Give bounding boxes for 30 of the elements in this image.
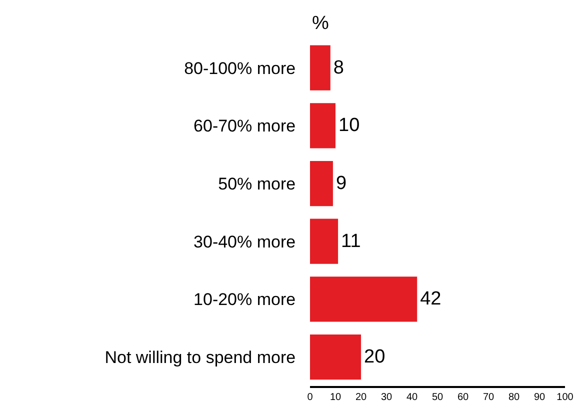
bar	[310, 103, 336, 148]
x-tick-label: 70	[482, 392, 494, 403]
y-tick-label: 10-20% more	[194, 290, 296, 310]
y-tick-label: 50% more	[218, 174, 296, 194]
x-tick-label: 0	[307, 392, 314, 403]
data-label: 8	[333, 57, 344, 78]
x-axis-title: %	[312, 13, 329, 34]
bar	[310, 160, 333, 206]
data-label: 10	[338, 115, 360, 136]
x-tick-label: 40	[406, 392, 418, 403]
x-tick-label: 10	[330, 392, 342, 403]
x-tick-label: 50	[432, 392, 444, 403]
data-label: 9	[336, 173, 347, 194]
bar	[310, 276, 418, 322]
x-tick-label: 90	[534, 392, 546, 403]
y-tick-label: 60-70% more	[194, 116, 296, 136]
y-tick-label: 80-100% more	[184, 58, 296, 78]
x-tick-label: 80	[508, 392, 520, 403]
bar	[310, 334, 361, 380]
y-tick-label: Not willing to spend more	[104, 348, 296, 368]
x-tick-label: 20	[355, 392, 367, 403]
data-label: 20	[364, 346, 386, 368]
bar	[310, 218, 338, 264]
y-tick-label: 30-40% more	[194, 232, 296, 252]
data-label: 11	[341, 230, 361, 252]
x-tick-label: 60	[457, 392, 469, 403]
x-tick-label: 100	[556, 392, 574, 403]
bar	[310, 45, 330, 90]
x-tick-label: 30	[380, 392, 392, 403]
data-label: 42	[420, 288, 442, 310]
